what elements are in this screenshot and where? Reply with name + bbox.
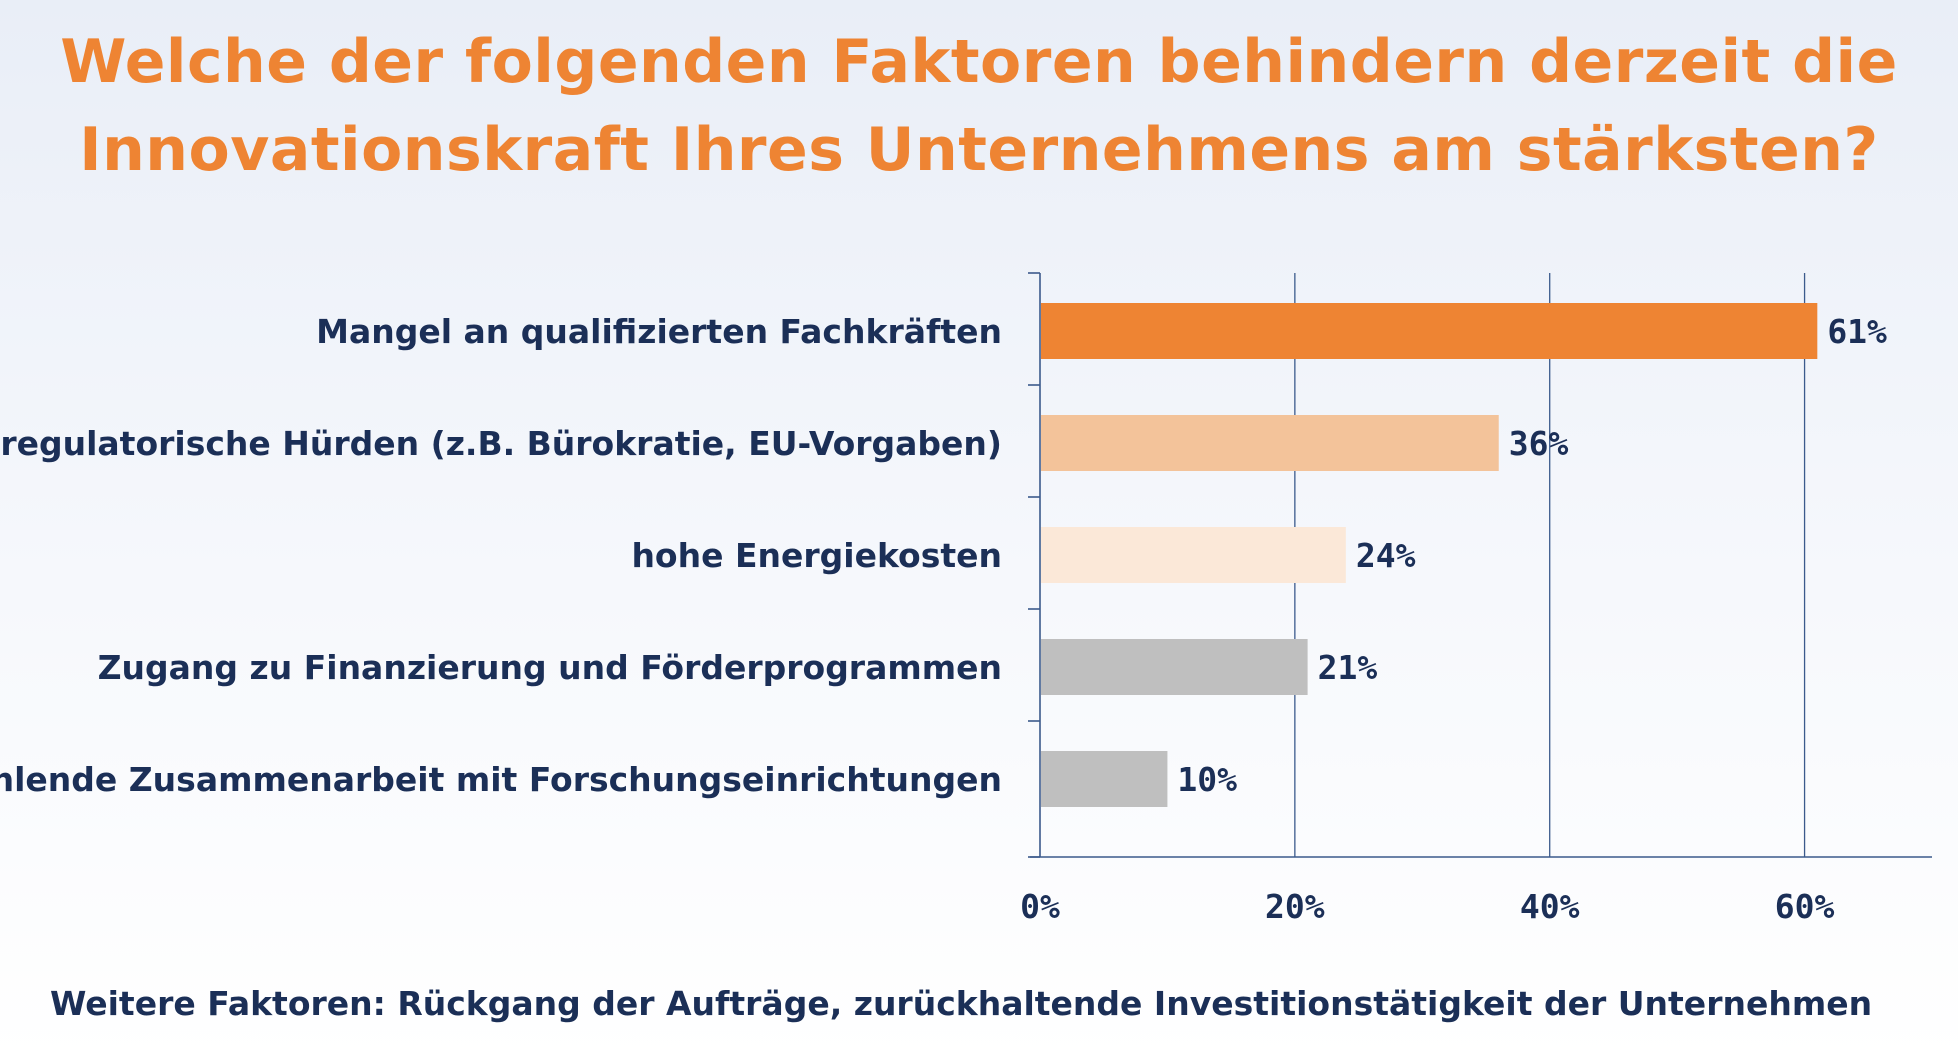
- category-label-3: hohe Energiekosten: [631, 536, 1002, 575]
- bar-3: [1041, 527, 1346, 583]
- value-label-2: 36%: [1509, 424, 1569, 463]
- x-tick-label-20: 20%: [1265, 887, 1325, 926]
- x-tick-label-40: 40%: [1520, 887, 1580, 926]
- category-label-5: fehlende Zusammenarbeit mit Forschungsei…: [0, 760, 1002, 799]
- bar-5: [1041, 751, 1168, 807]
- bars: [1041, 303, 1818, 807]
- value-label-4: 21%: [1318, 648, 1378, 687]
- value-label-5: 10%: [1177, 760, 1237, 799]
- footnote: Weitere Faktoren: Rückgang der Aufträge,…: [50, 984, 1873, 1023]
- category-label-4: Zugang zu Finanzierung und Förderprogram…: [98, 648, 1002, 687]
- bar-1: [1041, 303, 1818, 359]
- category-label-2: regulatorische Hürden (z.B. Bürokratie, …: [0, 424, 1002, 463]
- chart-title-line-2: Innovationskraft Ihres Unternehmens am s…: [79, 115, 1879, 185]
- value-label-1: 61%: [1827, 312, 1887, 351]
- value-label-3: 24%: [1356, 536, 1416, 575]
- category-label-1: Mangel an qualifizierten Fachkräften: [316, 312, 1002, 351]
- x-tick-label-0: 0%: [1020, 887, 1060, 926]
- bar-4: [1041, 639, 1308, 695]
- bar-2: [1041, 415, 1499, 471]
- chart-title: Welche der folgenden Faktoren behindern …: [0, 18, 1958, 194]
- labels: 0% 20% 40% 60% Mangel an qualifizierten Fach…: [0, 312, 1887, 926]
- axes: [1028, 272, 1932, 858]
- x-tick-label-60: 60%: [1775, 887, 1835, 926]
- chart-title-line-1: Welche der folgenden Faktoren behindern …: [60, 27, 1898, 97]
